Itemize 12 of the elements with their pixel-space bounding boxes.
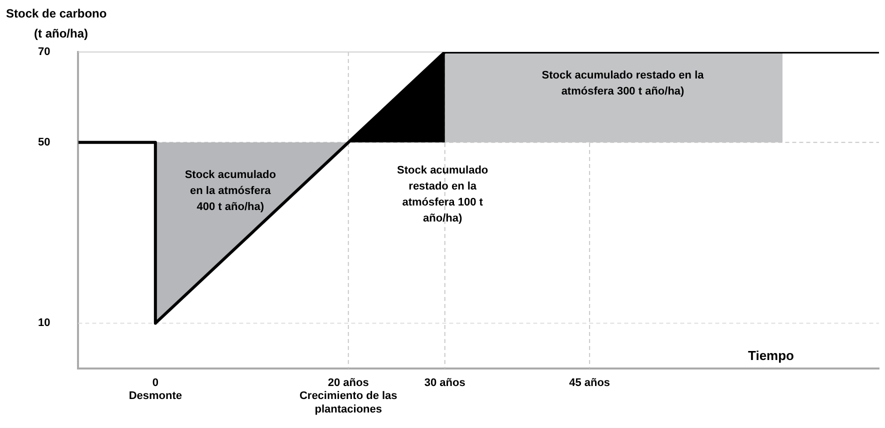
- x-tick-label: 30 años: [424, 377, 466, 390]
- annotation: Stock acumulado en la atmósfera 400 t año/ha): [184, 169, 276, 214]
- y-tick-label: 50: [38, 136, 50, 148]
- x-axis-title: Tiempo: [748, 348, 794, 363]
- annotation: Stock acumulado restado en la atmósfera 100 t año/ha): [397, 164, 488, 224]
- x-tick-label: 0 Desmonte: [128, 377, 182, 402]
- y-tick-label: 10: [38, 317, 50, 330]
- annotation: Stock acumulado restado en la atmósfera 300 t año/ha): [542, 70, 705, 98]
- y-axis-title: Stock de carbono (t año/ha): [6, 6, 107, 40]
- x-tick-label: 20 años Crecimiento de las plantaciones: [299, 377, 398, 416]
- y-tick-label: 70: [38, 46, 50, 58]
- x-tick-label: 45 años: [569, 377, 610, 390]
